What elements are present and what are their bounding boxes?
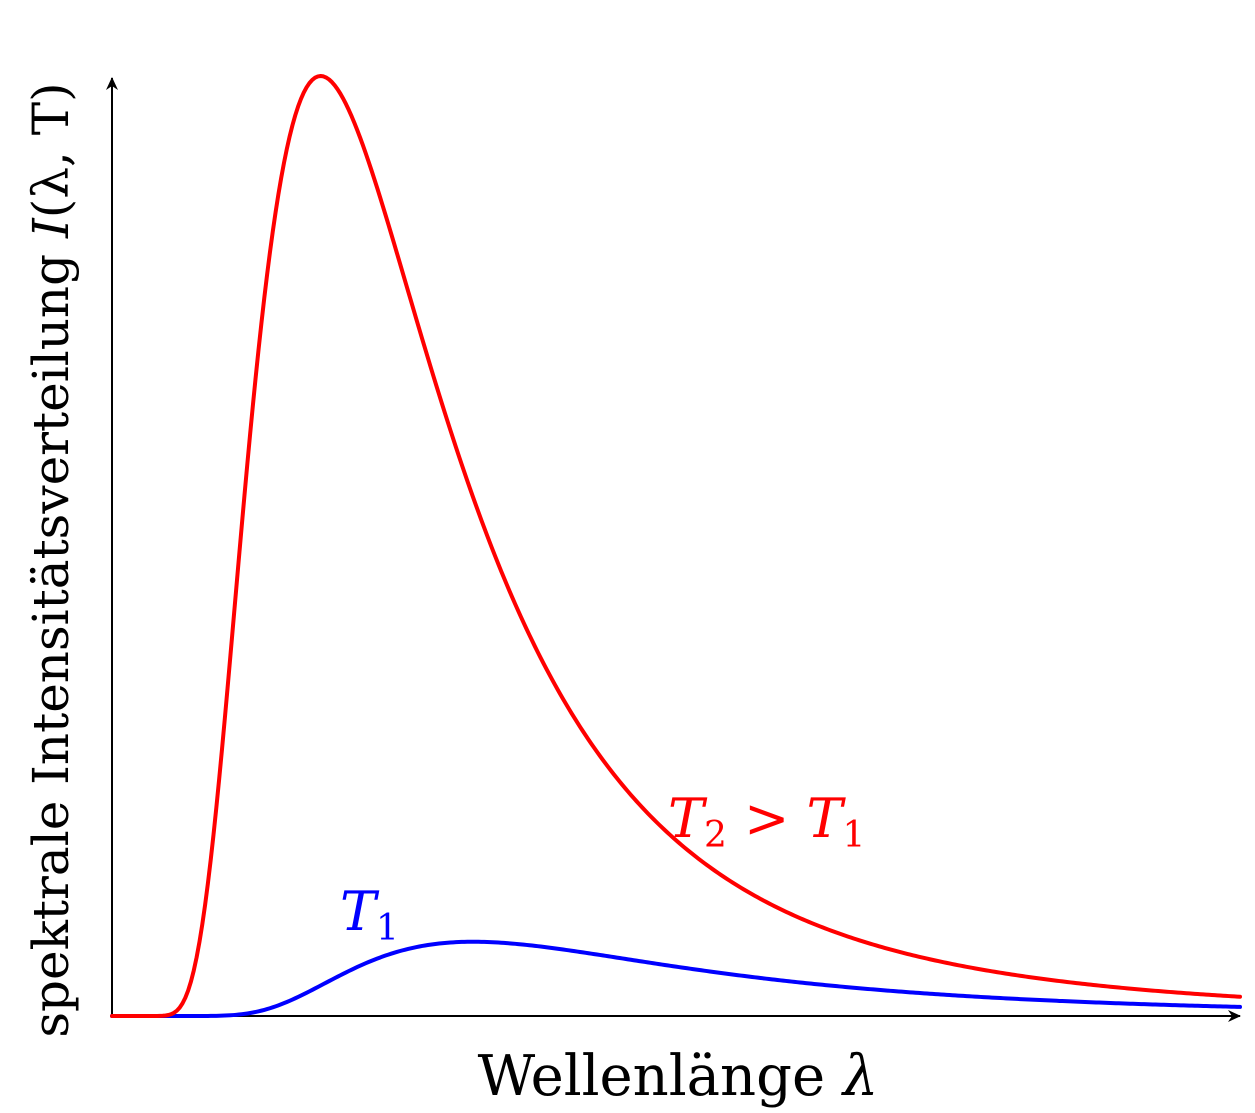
series-label-t2-sub: 2	[704, 815, 727, 856]
y-axis-label-symbol: I	[22, 217, 80, 239]
series-label-t2-main: T	[668, 787, 708, 850]
series-label-t2: T2 > T1	[668, 787, 865, 856]
series-label-t1-sub: 1	[376, 908, 399, 949]
series-label-t1-main: T	[340, 880, 380, 943]
series-label-t2-rest-sub: 1	[843, 815, 866, 856]
y-axis-label-text: spektrale Intensitätsverteilung	[22, 254, 80, 1038]
series-group	[110, 74, 1242, 1018]
y-axis-label-args: (λ, T)	[22, 82, 80, 218]
series-label-t1: T1	[340, 880, 399, 949]
series-label-t2-rest: > T	[727, 787, 847, 850]
series-line-t1	[110, 939, 1242, 1018]
x-axis-label-symbol: λ	[841, 1044, 879, 1109]
series-line-t2	[110, 74, 1242, 1018]
x-axis-label-text: Wellenlänge	[478, 1044, 826, 1109]
y-axis-label: spektrale Intensitätsverteilung I(λ, T)	[22, 82, 80, 1037]
x-axis-label: Wellenlänge λ	[478, 1044, 879, 1109]
